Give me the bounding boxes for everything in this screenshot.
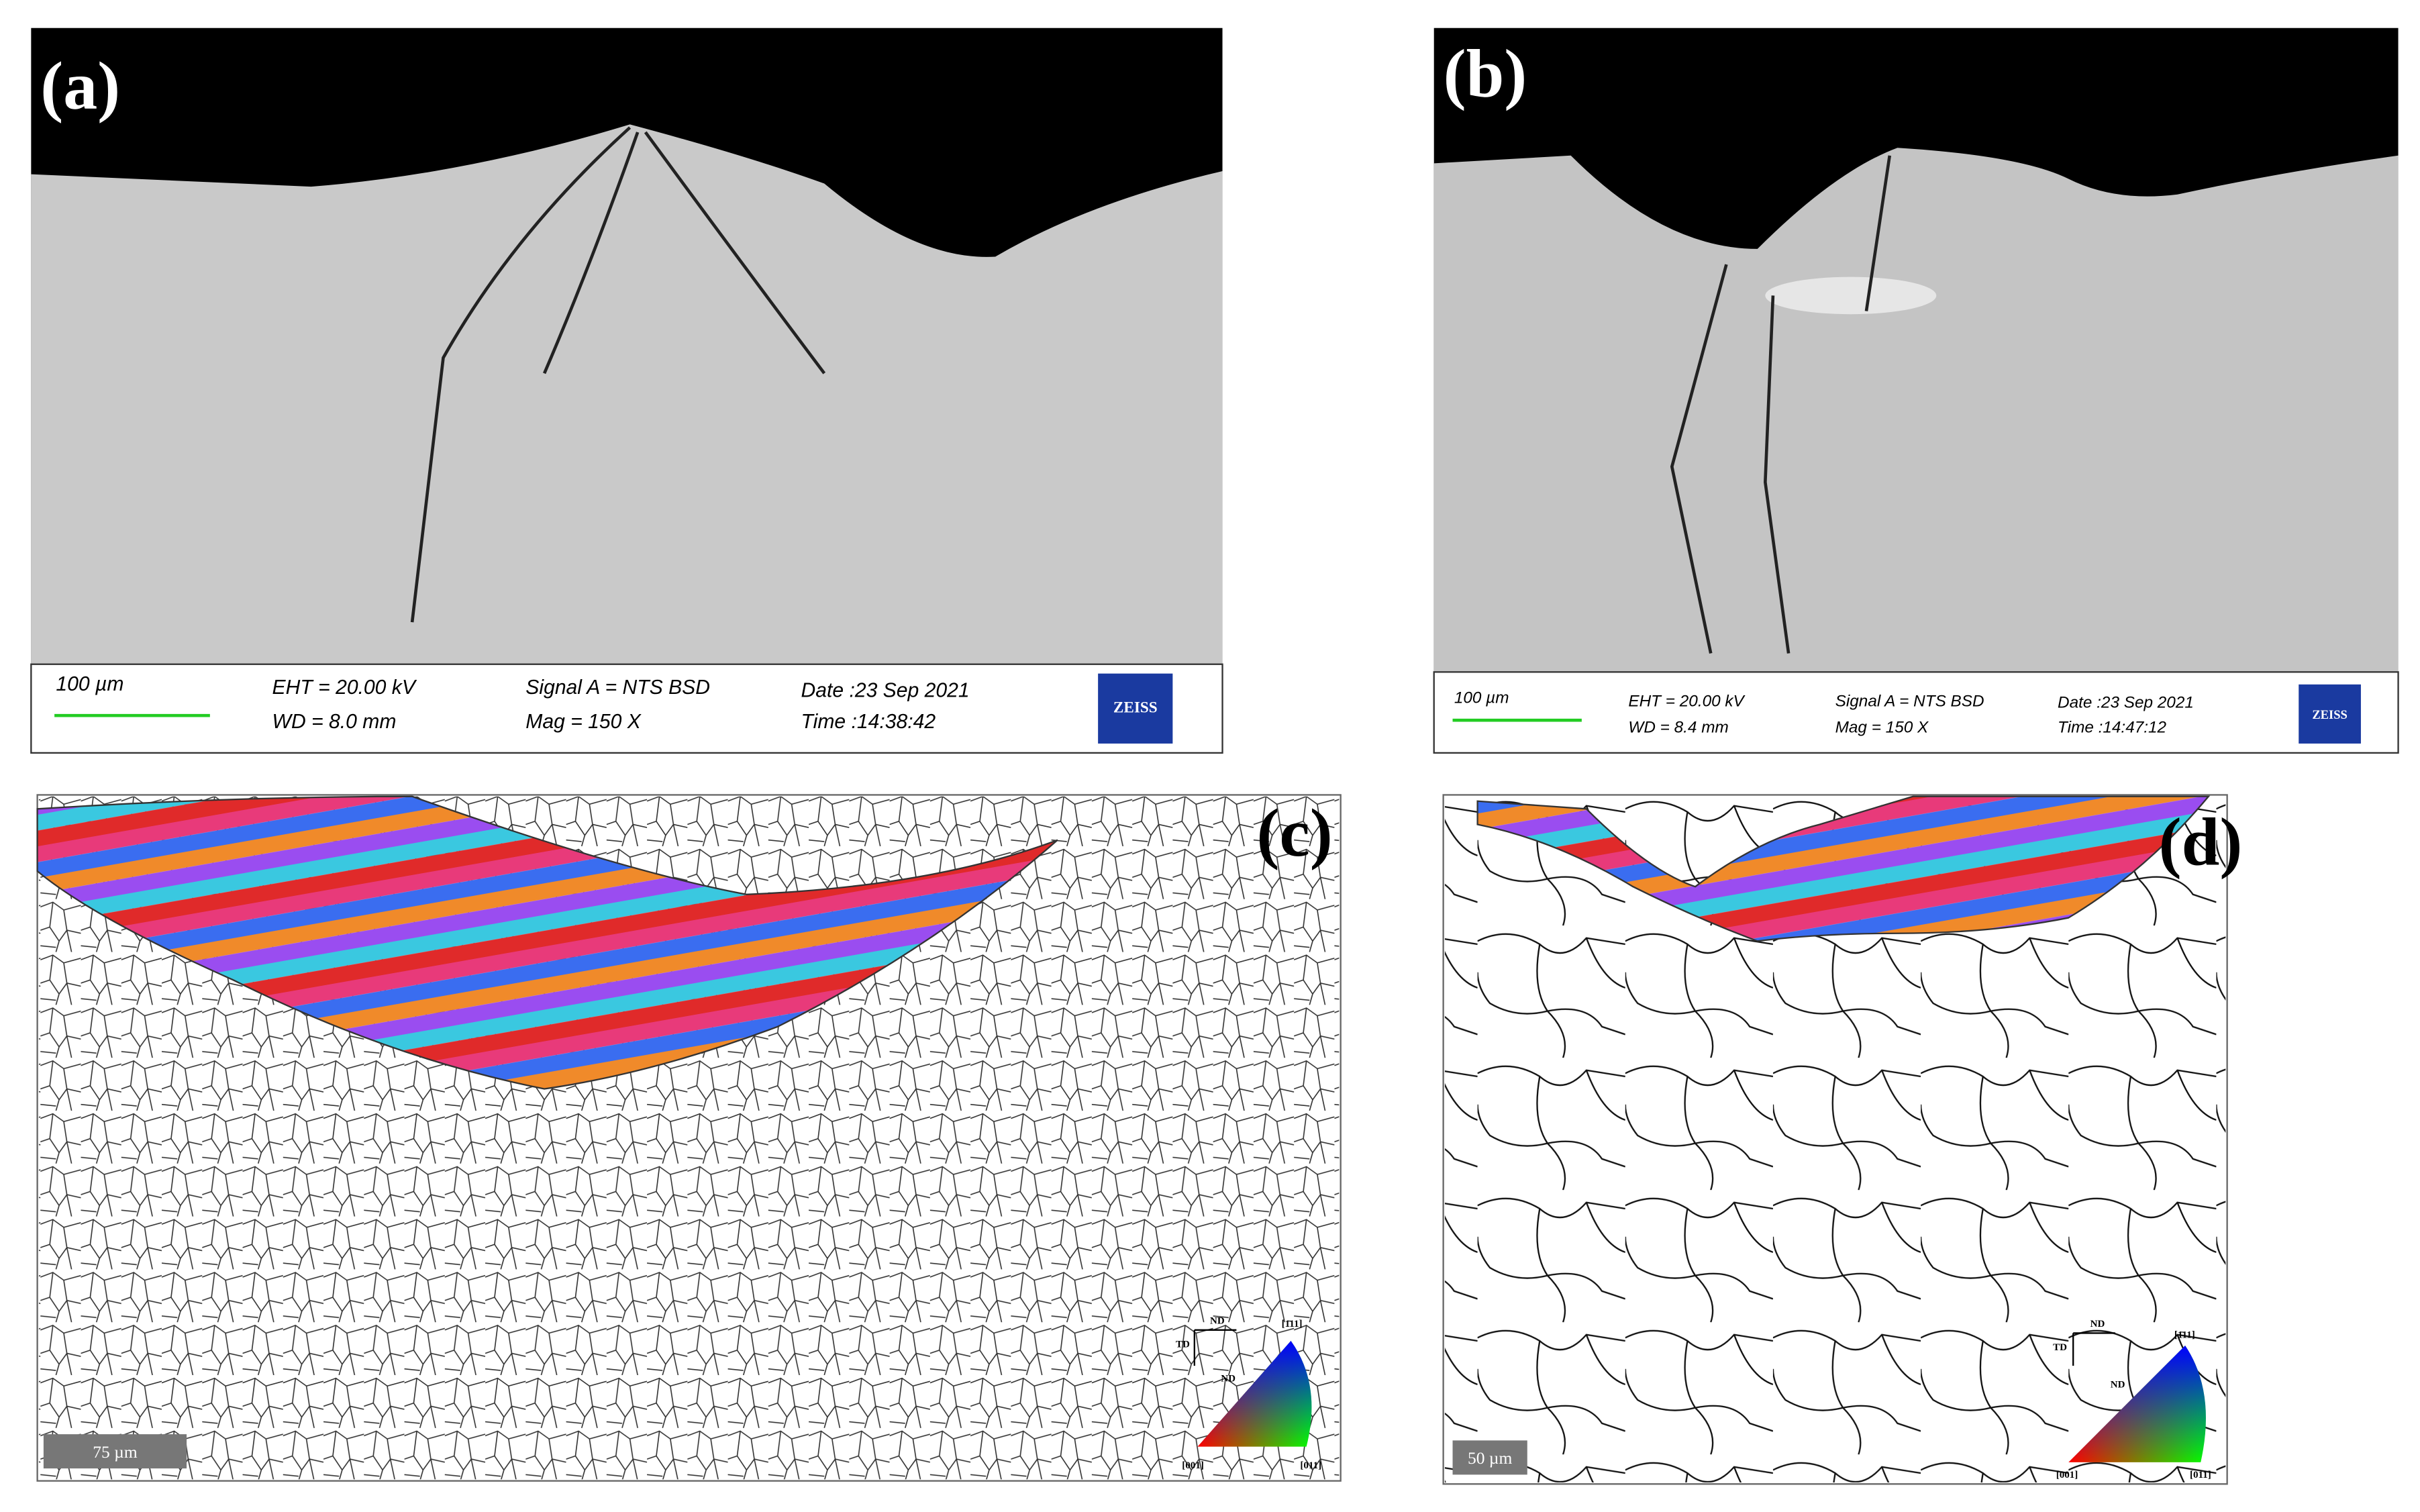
legend-nd: ND (1210, 1316, 1225, 1327)
legend-nd: ND (2090, 1319, 2105, 1329)
crack (410, 126, 826, 623)
ipf-legend: ND TD ND [001] [011] [1̄11] (2053, 1319, 2211, 1480)
sample-surface (1433, 148, 2399, 672)
legend-011: [011] (2190, 1470, 2211, 1480)
legend-nd-center: ND (1221, 1373, 1236, 1384)
logo-box (1098, 673, 1173, 744)
scale-text: 50 µm (1468, 1448, 1513, 1468)
scale-text: 100 µm (56, 673, 123, 695)
eht: EHT = 20.00 kV (272, 676, 417, 699)
mag: Mag = 150 X (1835, 719, 1929, 737)
legend-td: TD (2053, 1342, 2067, 1353)
signal: Signal A = NTS BSD (1835, 692, 1984, 710)
scale-box (1452, 1440, 1527, 1475)
weld-grains (1476, 795, 2211, 942)
panel-label: (b) (1444, 36, 1527, 112)
axes-glyph (1193, 1329, 1237, 1366)
legend-td: TD (1176, 1339, 1190, 1350)
panel-d: (d) 50 µm ND TD ND [001] [011] [1̄11] (1442, 794, 2243, 1485)
info-bar (30, 663, 1223, 754)
mag: Mag = 150 X (525, 711, 642, 733)
signal: Signal A = NTS BSD (525, 676, 710, 699)
scale-text: 100 µm (1454, 689, 1509, 707)
logo: ZEISS (1113, 699, 1158, 717)
logo: ZEISS (2312, 708, 2348, 722)
scale-text: 75 µm (93, 1442, 138, 1462)
info-bar (1433, 671, 2399, 754)
panel-label: (d) (2159, 805, 2243, 880)
panel-b: (b) 100 µm EHT = 20.00 kV WD = 8.4 mm Si… (1433, 28, 2399, 754)
scale-box (43, 1434, 187, 1469)
time: Time :14:47:12 (2058, 719, 2167, 737)
panel-c: (c) 75 µm ND TD ND [001] [011] [1̄11] (36, 794, 1342, 1482)
date: Date :23 Sep 2021 (2058, 694, 2194, 712)
panel-label: (c) (1257, 795, 1333, 871)
legend-011: [011] (1300, 1460, 1321, 1471)
legend-111: [1̄11] (1282, 1319, 1303, 1329)
legend-111: [1̄11] (2174, 1329, 2195, 1340)
panel-label: (a) (40, 48, 120, 124)
axes-glyph (2072, 1332, 2115, 1366)
eht: EHT = 20.00 kV (1628, 692, 1746, 710)
ipf-triangle-overlay (2068, 1345, 2206, 1462)
weld-grains (36, 795, 1058, 1090)
panel-a: (a) 100 µm EHT = 20.00 kV WD = 8.0 mm Si… (30, 28, 1223, 754)
time: Time :14:38:42 (801, 711, 936, 733)
ipf-triangle-overlay (1197, 1341, 1312, 1447)
pore (1765, 276, 1937, 315)
wd: WD = 8.0 mm (272, 711, 397, 733)
legend-001: [001] (1182, 1460, 1204, 1471)
legend-001: [001] (2056, 1470, 2078, 1480)
legend-nd-center: ND (2111, 1380, 2125, 1391)
date: Date :23 Sep 2021 (801, 679, 970, 701)
sample-surface (31, 124, 1223, 664)
crack (1670, 155, 1892, 654)
ipf-legend: ND TD ND [001] [011] [1̄11] (1176, 1316, 1321, 1472)
logo-box (2299, 684, 2361, 744)
wd: WD = 8.4 mm (1628, 719, 1728, 737)
